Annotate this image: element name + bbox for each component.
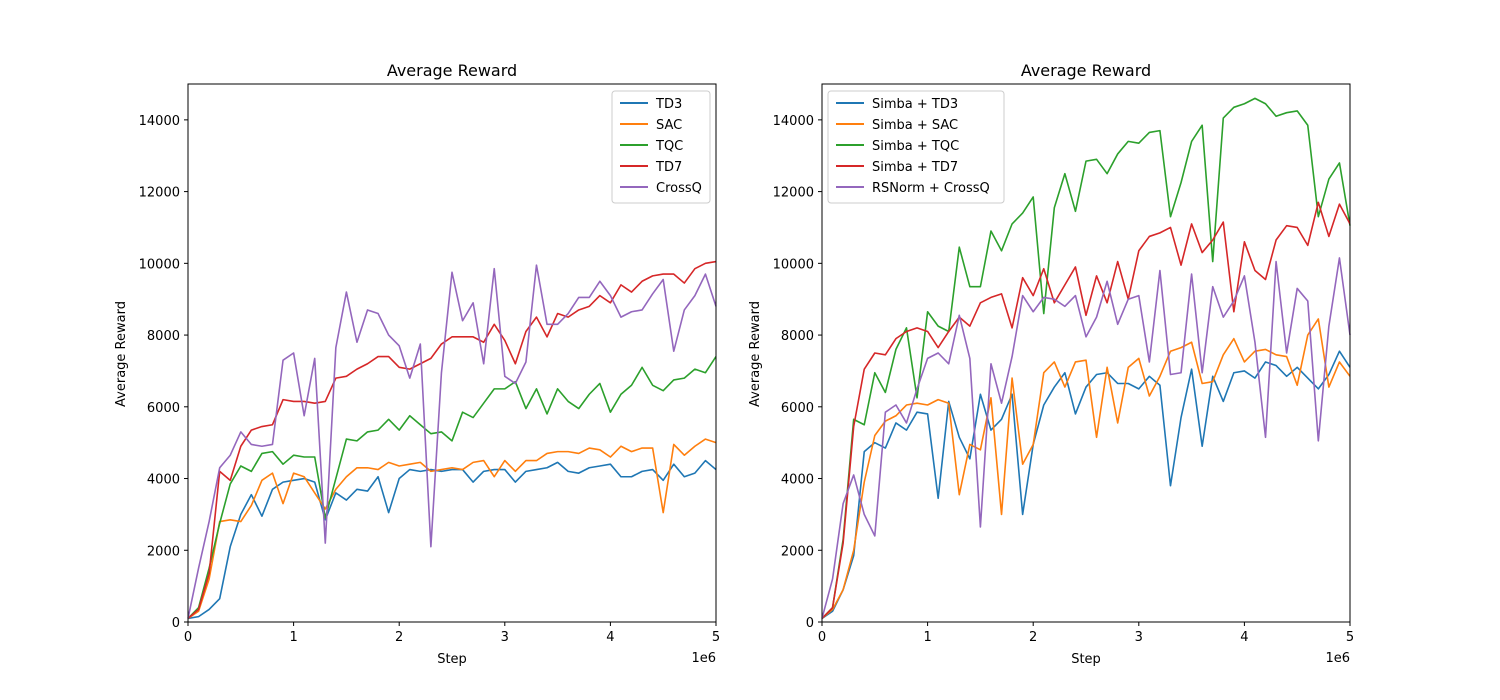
right-x-tick-label-5: 5 xyxy=(1346,630,1354,645)
left-legend-label-4: CrossQ xyxy=(656,181,702,196)
right-x-offset-label: 1e6 xyxy=(1325,651,1350,666)
right-y-tick-label-6: 12000 xyxy=(773,186,814,201)
left-series-line-0 xyxy=(187,459,717,620)
right-y-tick-label-2: 4000 xyxy=(781,473,814,488)
right-series-line-3 xyxy=(821,201,1351,619)
right-legend-label-0: Simba + TD3 xyxy=(872,97,958,112)
left-legend-label-1: SAC xyxy=(656,118,682,133)
left-x-offset-label: 1e6 xyxy=(691,651,716,666)
left-y-tick-label-2: 4000 xyxy=(147,473,180,488)
left-x-axis-label: Step xyxy=(437,652,467,667)
right-x-tick-label-3: 3 xyxy=(1135,630,1143,645)
left-y-tick-label-3: 6000 xyxy=(147,401,180,416)
left-y-tick-label-6: 12000 xyxy=(139,186,180,201)
right-y-tick-label-5: 10000 xyxy=(773,257,814,272)
left-y-tick-label-4: 8000 xyxy=(147,329,180,344)
right-legend-label-2: Simba + TQC xyxy=(872,139,959,154)
left-series-line-2 xyxy=(187,356,717,619)
left-legend-label-0: TD3 xyxy=(655,97,682,112)
right-chart-title: Average Reward xyxy=(1021,61,1151,80)
right-series-line-2 xyxy=(821,97,1351,619)
right-x-tick-label-1: 1 xyxy=(923,630,931,645)
left-legend: TD3 SAC TQC TD7 CrossQ xyxy=(611,90,711,204)
right-y-tick-label-4: 8000 xyxy=(781,329,814,344)
right-series-line-0 xyxy=(821,350,1351,620)
right-x-tick-label-0: 0 xyxy=(818,630,826,645)
left-legend-label-3: TD7 xyxy=(655,160,682,175)
left-x-tick-label-2: 2 xyxy=(395,630,403,645)
left-x-tick-label-0: 0 xyxy=(184,630,192,645)
left-y-tick-label-1: 2000 xyxy=(147,544,180,559)
right-legend: Simba + TD3 Simba + SAC Simba + TQC Simba +… xyxy=(827,90,1005,204)
right-legend-label-3: Simba + TD7 xyxy=(872,160,958,175)
right-chart-panel: Average Reward 0 1 2 3 4 5 0 2000 4000 6000 8000 10… xyxy=(748,61,1354,667)
left-y-tick-label-7: 14000 xyxy=(139,114,180,129)
left-series-line-4 xyxy=(187,264,717,619)
left-axes-frame xyxy=(187,83,717,623)
left-chart-title: Average Reward xyxy=(387,61,517,80)
left-y-tick-label-5: 10000 xyxy=(139,257,180,272)
right-plot-area: 0 1 2 3 4 5 0 2000 4000 6000 8000 10000 12000 14000 Si… xyxy=(773,83,1354,645)
right-axes-frame xyxy=(821,83,1351,623)
right-x-axis-label: Step xyxy=(1071,652,1101,667)
left-x-tick-label-3: 3 xyxy=(501,630,509,645)
right-y-tick-label-0: 0 xyxy=(806,616,814,631)
right-legend-box xyxy=(827,90,1005,204)
left-plot-area: 0 1 2 3 4 5 0 2000 4000 6000 8000 10000 12000 14000 TD… xyxy=(139,83,720,645)
right-legend-label-1: Simba + SAC xyxy=(872,118,958,133)
left-x-tick-label-1: 1 xyxy=(289,630,297,645)
left-legend-box xyxy=(611,90,711,204)
left-legend-label-2: TQC xyxy=(655,139,683,154)
right-y-tick-label-1: 2000 xyxy=(781,544,814,559)
right-y-tick-label-7: 14000 xyxy=(773,114,814,129)
right-x-tick-label-4: 4 xyxy=(1240,630,1248,645)
right-x-tick-label-2: 2 xyxy=(1029,630,1037,645)
right-series-line-4 xyxy=(821,257,1351,619)
left-x-tick-label-5: 5 xyxy=(712,630,720,645)
left-chart-panel: Average Reward 0 1 2 3 4 5 0 2000 4000 6000 8000 10… xyxy=(114,61,720,667)
right-y-tick-label-3: 6000 xyxy=(781,401,814,416)
right-series-line-1 xyxy=(821,318,1351,620)
left-y-axis-label: Average Reward xyxy=(114,301,129,407)
right-legend-label-4: RSNorm + CrossQ xyxy=(872,181,990,196)
left-series-line-1 xyxy=(187,438,717,620)
right-y-axis-label: Average Reward xyxy=(748,301,763,407)
left-y-tick-label-0: 0 xyxy=(172,616,180,631)
left-x-tick-label-4: 4 xyxy=(606,630,614,645)
